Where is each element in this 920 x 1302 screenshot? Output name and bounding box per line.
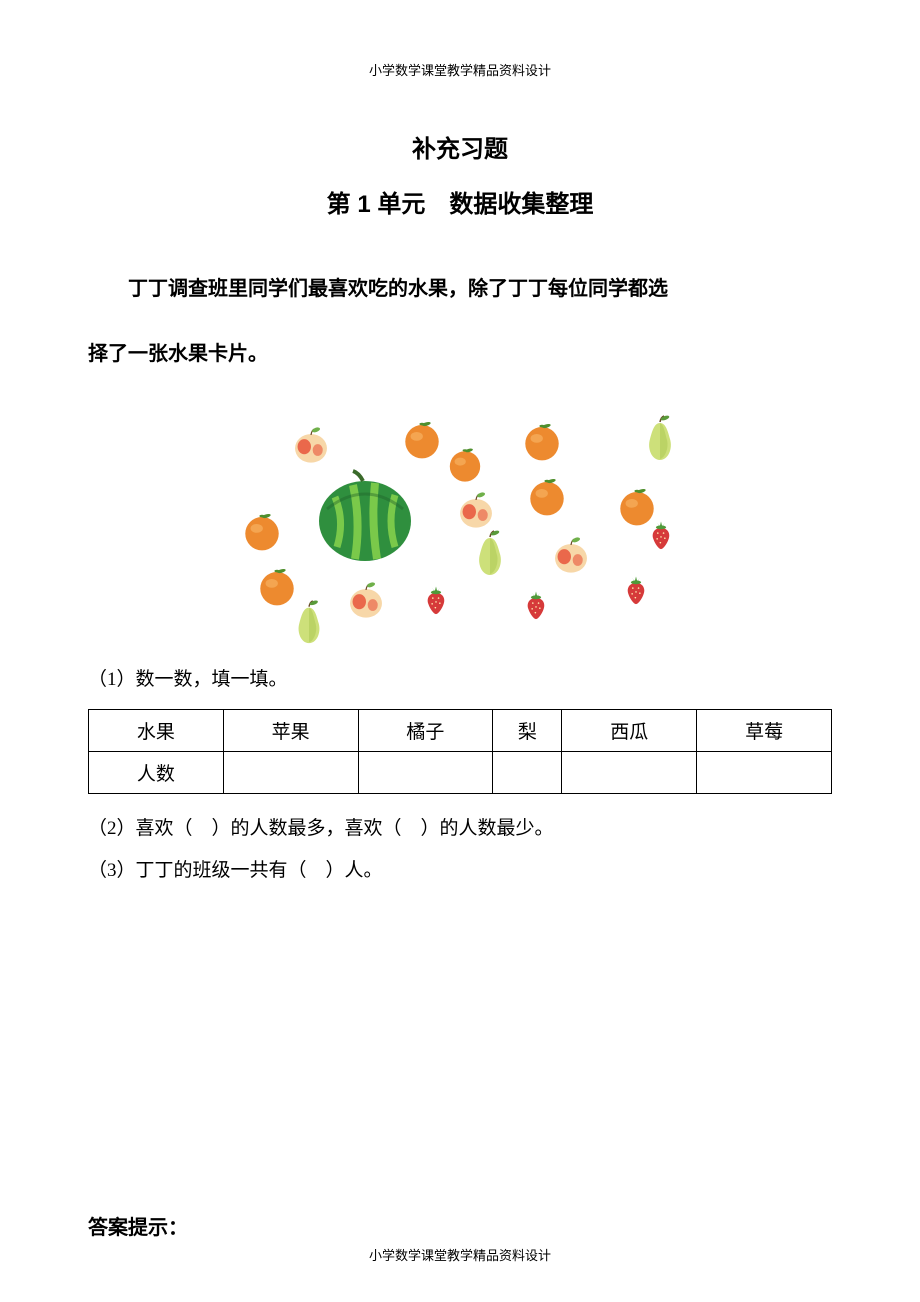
table-cell	[562, 751, 697, 793]
strawberry-icon	[520, 589, 552, 621]
table-cell	[697, 751, 832, 793]
intro-text-2: 择了一张水果卡片。	[88, 334, 832, 374]
table-row: 水果苹果橘子梨西瓜草莓	[89, 709, 832, 751]
table-cell	[493, 751, 562, 793]
table-header-cell: 水果	[89, 709, 224, 751]
data-table: 水果苹果橘子梨西瓜草莓 人数	[88, 709, 832, 794]
question-2: （2）喜欢（ ）的人数最多，喜欢（ ）的人数最少。	[88, 808, 832, 850]
table-cell	[358, 751, 493, 793]
orange-icon	[520, 419, 564, 463]
orange-icon	[445, 444, 485, 484]
question-3: （3）丁丁的班级一共有（ ）人。	[88, 850, 832, 892]
strawberry-icon	[645, 519, 677, 551]
title-main: 补充习题	[88, 129, 832, 164]
intro-text-1: 丁丁调查班里同学们最喜欢吃的水果，除了丁丁每位同学都选	[88, 269, 832, 309]
page-header: 小学数学课堂教学精品资料设计	[88, 60, 832, 79]
table-header-cell: 梨	[493, 709, 562, 751]
table-cell	[223, 751, 358, 793]
table-cell: 人数	[89, 751, 224, 793]
pear-icon	[635, 414, 685, 464]
apple-icon	[345, 579, 387, 621]
orange-icon	[525, 474, 569, 518]
strawberry-icon	[420, 584, 452, 616]
watermelon-icon	[315, 469, 415, 569]
pear-icon	[285, 599, 333, 647]
pear-icon	[465, 529, 515, 579]
title-unit: 第 1 单元 数据收集整理	[88, 184, 832, 219]
question-1: （1）数一数，填一填。	[88, 659, 832, 701]
strawberry-icon	[620, 574, 652, 606]
table-row: 人数	[89, 751, 832, 793]
table-header-cell: 苹果	[223, 709, 358, 751]
orange-icon	[240, 509, 284, 553]
apple-icon	[290, 424, 332, 466]
apple-icon	[455, 489, 497, 531]
orange-icon	[400, 417, 444, 461]
table-header-cell: 西瓜	[562, 709, 697, 751]
fruit-illustration	[220, 399, 700, 629]
table-header-cell: 橘子	[358, 709, 493, 751]
apple-icon	[550, 534, 592, 576]
page-footer: 小学数学课堂教学精品资料设计	[0, 1245, 920, 1264]
answer-label: 答案提示：	[88, 1211, 832, 1240]
table-header-cell: 草莓	[697, 709, 832, 751]
